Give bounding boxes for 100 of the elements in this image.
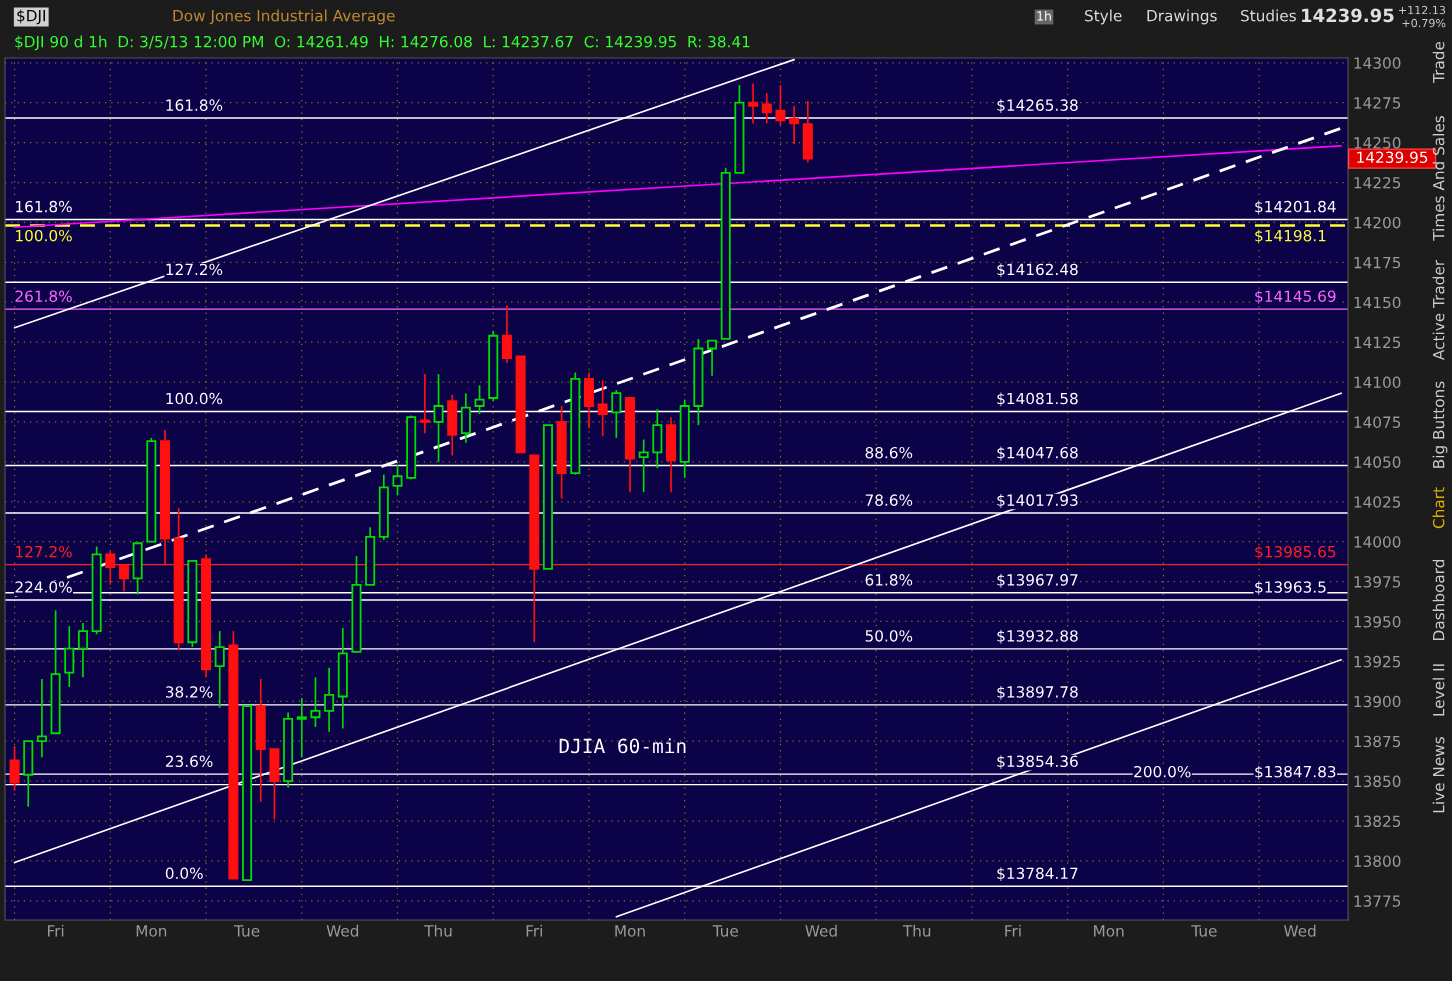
annotation: 224.0% [15,581,72,593]
y-tick-label: 14300 [1354,57,1401,69]
x-tick-label: Mon [1094,925,1124,937]
text: Big Buttons [1432,381,1448,468]
y-tick-label: 13775 [1354,895,1401,907]
y-tick-label: 13975 [1354,576,1401,588]
x-tick-label: Mon [136,925,167,937]
annotation: 261.8% [15,290,72,302]
text: Chart [1432,487,1445,529]
y-tick-label: 14025 [1354,496,1401,508]
annotation: $13985.65 [1255,545,1336,560]
y-tick-label: 14100 [1354,376,1401,389]
annotation: $13967.97 [997,573,1078,588]
candlestick [214,630,225,709]
y-tick-label: 13900 [1354,695,1401,708]
candlestick [419,373,430,434]
text: 14239.95 [1357,151,1428,164]
candlestick [789,105,800,146]
candlestick [474,384,485,415]
annotation: 88.6% [865,446,913,459]
candlestick [9,745,20,792]
y-tick-label: 14150 [1354,296,1401,309]
y-tick-label: 14200 [1354,216,1401,229]
x-tick-label: Fri [48,924,64,937]
annotation: 38.2% [165,686,213,698]
annotation: 23.6% [165,755,213,768]
x-tick-label: Fri [526,924,542,937]
candlestick [324,666,335,733]
y-tick-label: 14050 [1354,456,1401,468]
annotation: $13784.17 [997,867,1078,882]
candlestick [105,550,116,586]
text: Drawings [1147,9,1217,25]
candlestick [310,676,321,728]
y-tick-label: 14250 [1354,137,1401,149]
y-tick-label: 14000 [1354,536,1401,548]
annotation: $14047.68 [997,446,1078,461]
x-tick-label: Thu [424,924,452,937]
candlestick [118,564,129,592]
candlestick [296,697,307,759]
y-tick-label: 13875 [1354,735,1401,748]
x-tick-label: Fri [1005,924,1021,937]
annotation: $13963.5 [1255,580,1326,595]
text: Trade [1432,41,1445,83]
text: Times And Sales [1432,115,1445,241]
annotation: 0.0% [165,867,203,880]
text: Live News [1432,737,1445,813]
y-tick-label: 13850 [1354,775,1401,788]
text: $DJI 90 d 1h D: 3/5/13 12:00 PM O: 14261.49 H: 14276.08 L: 14237.67 C: 14239.95 R: 38.41 [15,35,750,51]
annotation: 50.0% [865,630,913,642]
text: Studies [1241,9,1296,22]
candlestick [64,625,75,688]
candlestick [392,464,403,497]
text: Active Trader [1432,259,1445,360]
y-tick-label: 13925 [1354,655,1401,668]
annotation: 161.8% [16,200,72,213]
y-tick-label: 14075 [1354,416,1401,428]
y-tick-label: 14175 [1354,256,1401,269]
candlestick [77,622,88,679]
y-tick-label: 13800 [1354,855,1401,867]
x-tick-label: Tue [233,925,260,937]
x-tick-label: Mon [615,925,645,937]
annotation: 161.8% [166,99,223,111]
annotation: 100.0% [16,229,72,242]
annotation: 200.0% [1134,765,1191,778]
text: +0.79% [1402,18,1446,28]
text: 14239.95 [1302,8,1394,23]
text: 1h [1037,10,1051,21]
candlestick [36,678,47,759]
text: +112.13 [1398,5,1446,15]
y-tick-label: 14275 [1354,97,1401,109]
y-tick-label: 13825 [1354,815,1401,828]
text: Level II [1432,664,1445,716]
y-tick-label: 14225 [1354,176,1401,189]
candlestick [433,373,444,463]
annotation: $14145.69 [1255,290,1336,305]
candlestick [748,82,759,125]
candlestick [597,379,608,438]
annotation: $14162.48 [997,263,1078,278]
candlestick [707,339,718,377]
annotation: $13854.36 [997,755,1078,770]
annotation: 127.2% [16,545,72,558]
x-tick-label: Tue [712,925,738,937]
annotation: $13847.83 [1255,765,1336,780]
annotation: $14265.38 [997,99,1078,113]
annotation: 100.0% [166,392,223,405]
text: $DJI [17,9,45,25]
x-tick-label: Wed [1283,924,1316,937]
annotation: $14198.1 [1255,229,1326,244]
annotation: $13932.88 [997,629,1078,644]
y-tick-label: 14125 [1354,336,1401,349]
annotation: $14201.84 [1255,200,1336,215]
x-tick-label: Thu [902,924,931,937]
y-tick-label: 13950 [1354,615,1401,628]
candlestick [501,304,512,364]
x-tick-label: Tue [1191,925,1217,937]
annotation: 127.2% [166,263,223,276]
text: Style [1085,9,1122,25]
text: Dashboard [1432,559,1445,640]
candlestick [611,389,622,439]
annotation: DJIA 60-min [559,738,686,754]
